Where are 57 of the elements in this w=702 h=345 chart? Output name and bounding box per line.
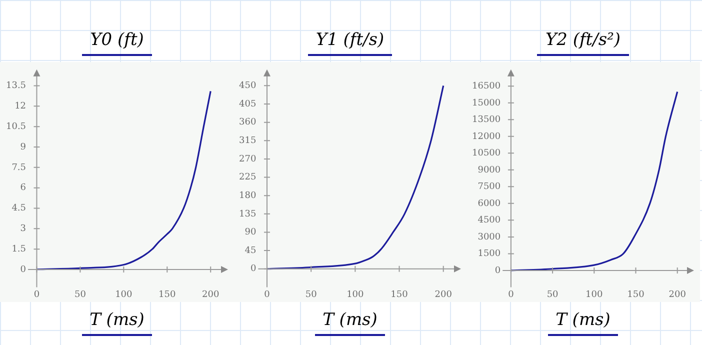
x-tick-label: 200 bbox=[202, 290, 220, 300]
y-tick-label: 270 bbox=[238, 154, 256, 164]
y-tick-label: 7500 bbox=[478, 182, 501, 192]
x-tick-label: 0 bbox=[508, 290, 514, 300]
y-tick-label: 315 bbox=[238, 136, 256, 146]
y-tick-label: 12000 bbox=[472, 132, 501, 142]
x-tick-label: 50 bbox=[546, 290, 559, 300]
y-tick-label: 180 bbox=[238, 190, 256, 201]
y-tick-label: 450 bbox=[238, 81, 256, 92]
y-tick-label: 0 bbox=[494, 266, 501, 276]
x-tick-label: 100 bbox=[586, 290, 604, 300]
x-tick-label: 200 bbox=[668, 290, 686, 300]
y-tick-label: 13500 bbox=[472, 115, 501, 126]
x-axis-title: T (ms) bbox=[314, 310, 386, 336]
y-tick-label: 12 bbox=[14, 101, 26, 112]
chart-title: Y2 (ft/s²) bbox=[537, 30, 629, 56]
y-tick-label: 45 bbox=[244, 246, 256, 256]
x-tick-label: 50 bbox=[74, 290, 86, 300]
y-tick-label: 10500 bbox=[472, 148, 501, 159]
y-tick-label: 3 bbox=[20, 224, 26, 234]
y-tick-label: 360 bbox=[238, 118, 256, 128]
line-series bbox=[510, 90, 678, 272]
y-tick-label: 0 bbox=[20, 264, 26, 275]
line-series bbox=[266, 84, 444, 270]
x-tick-label: 150 bbox=[158, 290, 176, 300]
y-tick-label: 1500 bbox=[478, 249, 501, 260]
y-tick-label: 13.5 bbox=[6, 81, 26, 92]
y-tick-label: 16500 bbox=[472, 82, 501, 92]
y-tick-label: 4500 bbox=[478, 216, 501, 226]
x-tick-label: 200 bbox=[434, 290, 452, 300]
y-tick-label: 15000 bbox=[472, 98, 501, 108]
y-tick-label: 4.5 bbox=[12, 204, 26, 214]
y-tick-label: 1.5 bbox=[12, 244, 26, 254]
line-series bbox=[36, 90, 212, 270]
y-tick-label: 10.5 bbox=[6, 122, 26, 132]
y-tick-label: 135 bbox=[238, 209, 256, 220]
x-tick-label: 0 bbox=[264, 290, 270, 300]
x-tick-label: 100 bbox=[346, 290, 364, 300]
x-tick-label: 150 bbox=[390, 290, 408, 300]
y-tick-label: 405 bbox=[238, 99, 256, 110]
chart-title: Y1 (ft/s) bbox=[308, 30, 392, 56]
x-tick-label: 0 bbox=[34, 290, 40, 300]
x-axis-title: T (ms) bbox=[82, 310, 152, 336]
y-tick-label: 0 bbox=[250, 264, 256, 274]
y-tick-label: 6000 bbox=[478, 198, 501, 209]
y-tick-label: 6 bbox=[20, 183, 26, 194]
x-tick-label: 50 bbox=[305, 290, 318, 300]
y-tick-label: 7.5 bbox=[12, 162, 26, 173]
y-tick-label: 9 bbox=[20, 142, 26, 152]
x-tick-label: 150 bbox=[627, 290, 645, 300]
x-tick-label: 100 bbox=[115, 290, 133, 300]
chart-title: Y0 (ft) bbox=[82, 30, 152, 56]
y-tick-label: 225 bbox=[238, 172, 256, 183]
y-tick-label: 90 bbox=[244, 228, 256, 238]
y-tick-label: 9000 bbox=[478, 165, 501, 176]
y-tick-label: 3000 bbox=[478, 232, 501, 242]
x-axis-title: T (ms) bbox=[548, 310, 618, 336]
